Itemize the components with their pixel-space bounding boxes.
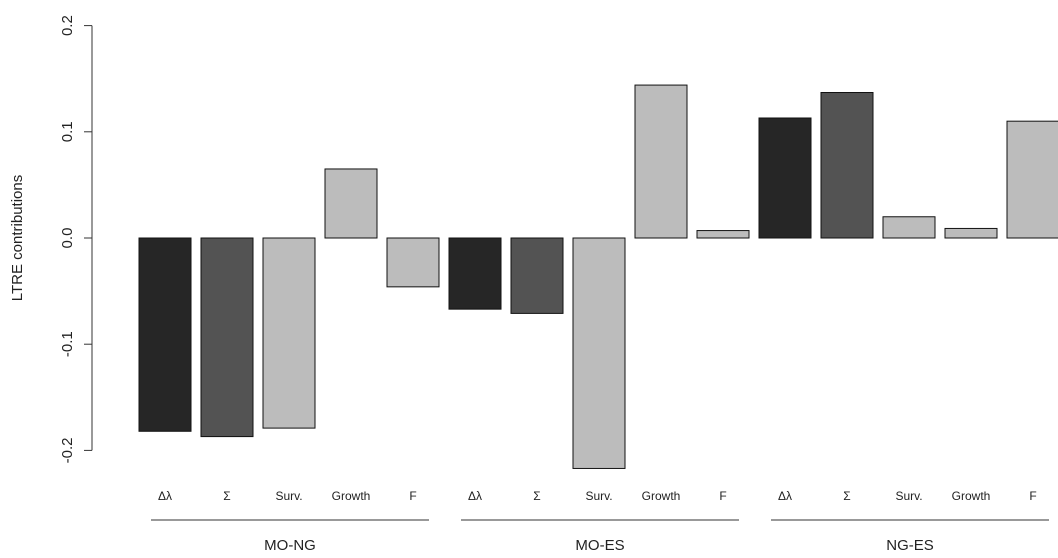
- category-labels: Δλ Σ Surv. Growth F Δλ Σ Surv. Growth F Δλ Σ Surv. Gr…: [158, 489, 1037, 503]
- bar-ng-es-2: [882, 216, 936, 239]
- group-label: NG-ES: [886, 537, 934, 554]
- bar-mo-es-1: [510, 237, 564, 314]
- bar-mo-ng-2: [262, 237, 316, 429]
- y-tick-label: -0.1: [59, 331, 76, 357]
- category-label: Growth: [332, 489, 371, 503]
- category-label: F: [409, 489, 416, 503]
- y-tick-label: 0.1: [59, 121, 76, 142]
- category-label: Σ: [843, 489, 850, 503]
- category-label: F: [1029, 489, 1036, 503]
- category-label: Surv.: [585, 489, 612, 503]
- group-labels: MO-NG MO-ES NG-ES: [151, 519, 1049, 554]
- bar-mo-ng-4: [386, 237, 440, 288]
- bars: [138, 84, 1058, 469]
- category-label: Σ: [533, 489, 540, 503]
- y-axis: -0.2 -0.1 0.0 0.1 0.2: [59, 15, 93, 463]
- bar-ng-es-4: [1006, 120, 1058, 239]
- bar-ng-es-0: [758, 117, 812, 239]
- y-tick-label: -0.2: [59, 437, 76, 463]
- category-label: Σ: [223, 489, 230, 503]
- y-tick-label: 0.0: [59, 228, 76, 249]
- category-label: Δλ: [778, 489, 792, 503]
- group-label: MO-ES: [575, 537, 624, 554]
- category-label: Δλ: [468, 489, 482, 503]
- category-label: Growth: [642, 489, 681, 503]
- y-tick-label: 0.2: [59, 15, 76, 36]
- y-axis-title: LTRE contributions: [9, 175, 26, 301]
- category-label: Δλ: [158, 489, 172, 503]
- bar-mo-ng-3: [324, 168, 378, 239]
- bar-ng-es-3: [944, 227, 998, 239]
- bar-mo-es-4: [696, 230, 750, 239]
- category-label: Surv.: [895, 489, 922, 503]
- bar-mo-ng-0: [138, 237, 192, 432]
- bar-mo-es-3: [634, 84, 688, 239]
- bar-ng-es-1: [820, 92, 874, 239]
- bar-mo-es-2: [572, 237, 626, 469]
- group-label: MO-NG: [264, 537, 316, 554]
- bar-mo-es-0: [448, 237, 502, 310]
- category-label: Growth: [952, 489, 991, 503]
- bar-mo-ng-1: [200, 237, 254, 438]
- category-label: F: [719, 489, 726, 503]
- category-label: Surv.: [275, 489, 302, 503]
